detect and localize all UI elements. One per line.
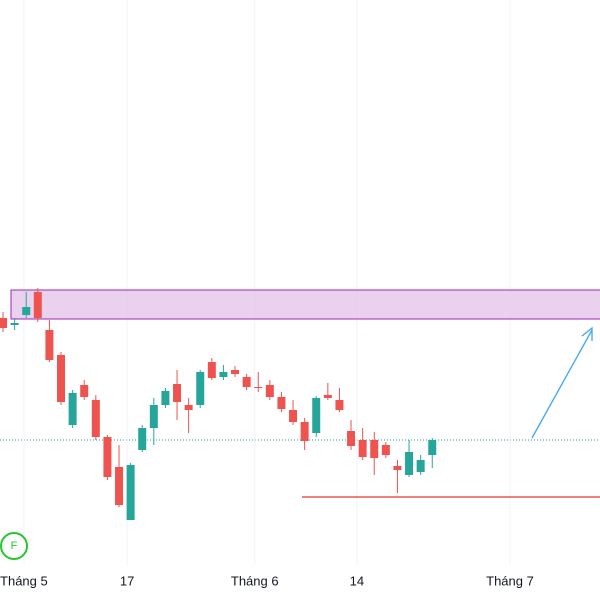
candle-body — [22, 307, 31, 315]
candle-body — [68, 393, 77, 425]
zone-box — [10, 289, 600, 320]
arrow — [531, 329, 593, 439]
candle-body — [33, 292, 42, 318]
candle-body — [277, 397, 286, 409]
x-tick-label: Tháng 7 — [486, 573, 534, 588]
candle-body — [300, 422, 309, 441]
x-tick-label: 14 — [350, 573, 364, 588]
arrow-head — [581, 326, 593, 341]
candle-body — [80, 385, 89, 397]
candle-body — [323, 395, 332, 398]
candle-body — [370, 440, 379, 458]
candle-body — [393, 466, 402, 470]
candle-body — [265, 385, 274, 397]
candle-body — [45, 330, 54, 360]
candle-body — [312, 398, 321, 433]
x-tick-label: 17 — [120, 573, 134, 588]
candle-body — [347, 431, 356, 446]
candle-body — [219, 372, 228, 377]
candle-body — [138, 428, 147, 450]
candle-body — [57, 355, 66, 402]
candle-body — [0, 318, 8, 328]
candle-body — [254, 387, 263, 388]
candle-body — [196, 372, 205, 405]
x-tick-label: Tháng 6 — [231, 573, 279, 588]
candle-body — [381, 445, 390, 455]
candle-body — [91, 400, 100, 437]
candle-body — [207, 362, 216, 378]
flag-icon — [0, 532, 28, 560]
x-tick-label: Tháng 5 — [0, 573, 48, 588]
candle-body — [428, 440, 437, 455]
candle-body — [335, 400, 344, 410]
flag-icon-text: F — [11, 540, 18, 552]
candle-body — [242, 377, 251, 387]
candle-body — [184, 405, 193, 410]
candle-body — [115, 467, 124, 505]
candle-body — [358, 440, 367, 457]
candle-body — [126, 465, 135, 520]
candle-body — [289, 410, 298, 422]
candle-body — [161, 391, 170, 405]
candle-body — [405, 452, 414, 475]
candle-body — [10, 323, 19, 325]
candle-body — [103, 437, 112, 477]
candle-body — [231, 370, 240, 374]
candle-body — [416, 460, 425, 472]
candle-body — [149, 405, 158, 428]
candle-body — [173, 384, 182, 402]
